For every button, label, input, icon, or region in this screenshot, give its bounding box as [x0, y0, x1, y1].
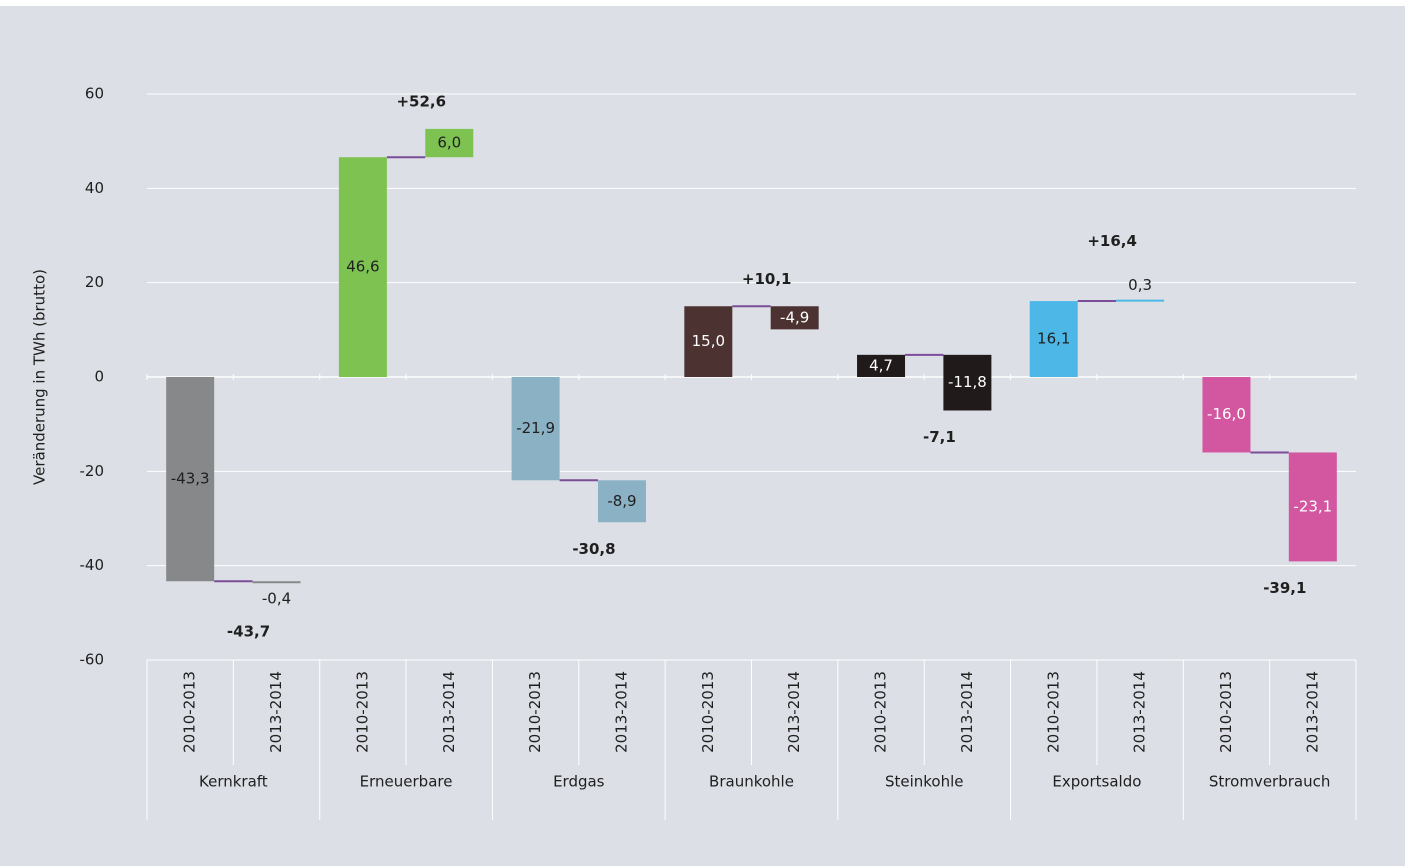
- x-tick-label: 2010-2013: [699, 671, 717, 753]
- x-tick-label: 2013-2014: [1303, 671, 1321, 753]
- total-label: +10,1: [742, 270, 792, 288]
- background: [0, 6, 1405, 866]
- x-tick-label: 2010-2013: [872, 671, 890, 753]
- group-label: Steinkohle: [885, 773, 964, 791]
- x-tick-label: 2013-2014: [1131, 671, 1149, 753]
- value-label: 4,7: [869, 356, 893, 374]
- value-label: -4,9: [780, 308, 809, 326]
- bar: [1288, 452, 1337, 562]
- bar: [166, 377, 215, 582]
- total-label: +16,4: [1087, 232, 1137, 250]
- value-label: 0,3: [1128, 276, 1152, 294]
- value-label: -23,1: [1293, 497, 1332, 515]
- value-label: 16,1: [1037, 330, 1070, 348]
- x-tick-label: 2010-2013: [1217, 671, 1235, 753]
- x-tick-label: 2013-2014: [612, 671, 630, 753]
- group-label: Erneuerbare: [360, 773, 453, 791]
- bar: [857, 354, 906, 377]
- value-label: 6,0: [437, 134, 461, 152]
- bar: [597, 480, 646, 523]
- bar: [511, 377, 560, 481]
- y-tick-label: -40: [80, 556, 105, 574]
- x-tick-label: 2010-2013: [181, 671, 199, 753]
- value-label: -0,4: [262, 590, 291, 608]
- bar: [1116, 299, 1165, 302]
- bar: [1202, 377, 1251, 453]
- y-axis-label: Veränderung in TWh (brutto): [31, 269, 49, 485]
- x-tick-label: 2013-2014: [440, 671, 458, 753]
- bar: [943, 354, 992, 411]
- value-label: 46,6: [346, 258, 379, 276]
- value-label: -43,3: [171, 470, 210, 488]
- group-label: Braunkohle: [709, 773, 794, 791]
- bar: [425, 128, 474, 158]
- group-label: Stromverbrauch: [1209, 773, 1330, 791]
- total-label: -43,7: [227, 623, 270, 641]
- x-tick-label: 2010-2013: [353, 671, 371, 753]
- y-tick-label: 60: [85, 85, 104, 103]
- value-label: -8,9: [607, 492, 636, 510]
- y-tick-label: -20: [80, 462, 105, 480]
- total-label: +52,6: [396, 92, 446, 110]
- value-label: -16,0: [1207, 405, 1246, 423]
- x-tick-label: 2013-2014: [785, 671, 803, 753]
- bar: [338, 157, 387, 377]
- x-tick-label: 2013-2014: [958, 671, 976, 753]
- y-tick-label: 0: [94, 368, 104, 386]
- group-label: Erdgas: [553, 773, 605, 791]
- total-label: -7,1: [923, 428, 956, 446]
- bar: [252, 581, 301, 584]
- y-tick-label: 20: [85, 273, 104, 291]
- value-label: -21,9: [516, 419, 555, 437]
- group-label: Exportsaldo: [1052, 773, 1141, 791]
- y-tick-label: 40: [85, 179, 104, 197]
- value-label: 15,0: [692, 332, 725, 350]
- x-tick-label: 2013-2014: [267, 671, 285, 753]
- y-tick-label: -60: [80, 651, 105, 669]
- total-label: -30,8: [572, 540, 615, 558]
- value-label: -11,8: [948, 373, 987, 391]
- x-tick-label: 2010-2013: [526, 671, 544, 753]
- total-label: -39,1: [1263, 579, 1306, 597]
- x-tick-label: 2010-2013: [1044, 671, 1062, 753]
- bar: [684, 306, 733, 377]
- bar: [1029, 301, 1078, 377]
- group-label: Kernkraft: [199, 773, 268, 791]
- bar: [770, 306, 819, 330]
